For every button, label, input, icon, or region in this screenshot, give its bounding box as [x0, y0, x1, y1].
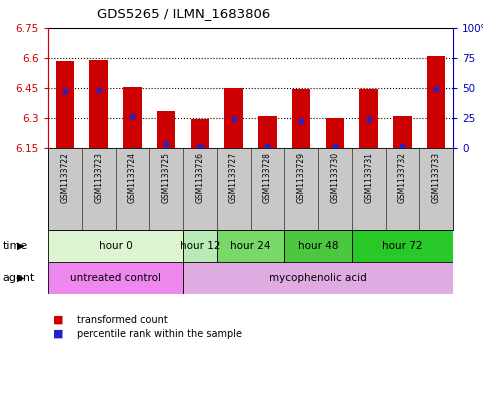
Bar [89, 60, 108, 148]
Text: GSM1133725: GSM1133725 [162, 152, 170, 203]
Text: untreated control: untreated control [70, 273, 161, 283]
Bar [157, 111, 175, 148]
Text: GSM1133726: GSM1133726 [196, 152, 204, 203]
Bar [427, 57, 445, 148]
Text: hour 24: hour 24 [230, 241, 271, 251]
Text: percentile rank within the sample: percentile rank within the sample [77, 329, 242, 339]
Bar [48, 262, 183, 294]
Text: GSM1133729: GSM1133729 [297, 152, 306, 203]
Bar [292, 89, 311, 148]
Text: mycophenolic acid: mycophenolic acid [269, 273, 367, 283]
Text: agent: agent [2, 273, 35, 283]
Bar [224, 88, 243, 148]
Text: GSM1133732: GSM1133732 [398, 152, 407, 203]
Text: hour 12: hour 12 [180, 241, 220, 251]
Text: GSM1133727: GSM1133727 [229, 152, 238, 203]
Text: GSM1133724: GSM1133724 [128, 152, 137, 203]
Bar [258, 116, 277, 148]
Text: hour 72: hour 72 [382, 241, 423, 251]
Text: GDS5265 / ILMN_1683806: GDS5265 / ILMN_1683806 [97, 7, 270, 20]
Bar [123, 87, 142, 148]
Text: hour 48: hour 48 [298, 241, 338, 251]
Text: GSM1133728: GSM1133728 [263, 152, 272, 203]
Text: GSM1133730: GSM1133730 [330, 152, 340, 203]
Text: time: time [2, 241, 28, 251]
Text: ▶: ▶ [16, 273, 24, 283]
Text: ■: ■ [53, 329, 63, 339]
Bar [191, 119, 209, 148]
Text: hour 0: hour 0 [99, 241, 132, 251]
Text: GSM1133733: GSM1133733 [432, 152, 440, 203]
Bar [352, 230, 453, 262]
Text: GSM1133731: GSM1133731 [364, 152, 373, 203]
Bar [217, 230, 284, 262]
Text: GSM1133723: GSM1133723 [94, 152, 103, 203]
Bar [48, 230, 183, 262]
Bar [183, 230, 217, 262]
Text: ▶: ▶ [16, 241, 24, 251]
Bar [393, 116, 412, 148]
Bar [183, 262, 453, 294]
Bar [359, 89, 378, 148]
Bar [56, 61, 74, 148]
Bar [284, 230, 352, 262]
Text: transformed count: transformed count [77, 315, 168, 325]
Text: ■: ■ [53, 315, 63, 325]
Bar [326, 118, 344, 148]
Text: GSM1133722: GSM1133722 [60, 152, 70, 203]
